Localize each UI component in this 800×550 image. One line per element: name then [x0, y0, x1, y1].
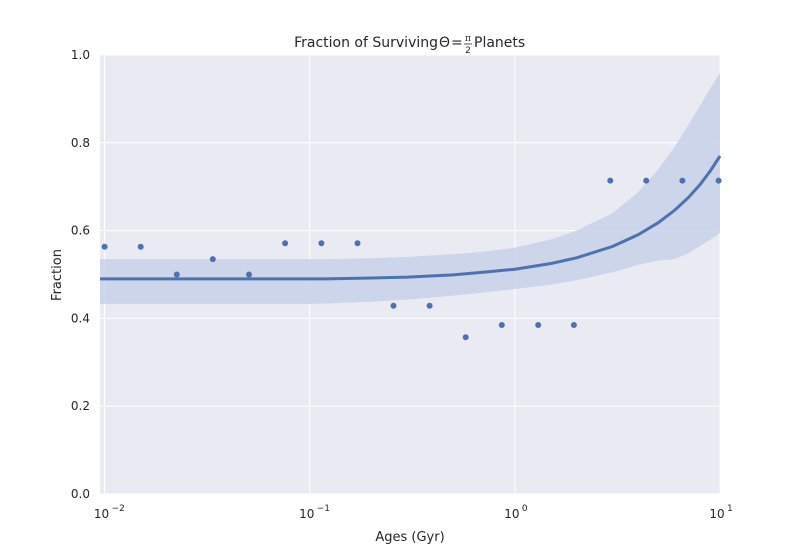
y-tick-label: 0.2: [71, 399, 90, 413]
x-tick-label: 10 1: [709, 504, 732, 521]
data-point: [679, 177, 686, 184]
x-tick-exponent: −2: [112, 504, 125, 514]
y-tick-labels: 0.0 0.2 0.4 0.6 0.8 1.0: [71, 48, 90, 501]
data-point: [426, 302, 433, 309]
x-axis-label: Ages (Gyr): [375, 530, 444, 545]
fit-line-group: [100, 155, 722, 281]
x-tick-exponent: 1: [727, 504, 733, 514]
x-tick-label: 10 0: [504, 504, 528, 521]
chart-title-suffix: Planets: [474, 35, 525, 51]
x-tick-base: 10: [709, 507, 724, 521]
data-point: [570, 322, 577, 328]
data-point: [246, 271, 252, 278]
x-tick-exponent: 0: [522, 504, 528, 514]
chart-title-fraction-numerator: π: [465, 34, 471, 44]
grid: [100, 54, 721, 495]
data-point: [209, 256, 216, 263]
data-point: [318, 240, 325, 247]
chart-title-prefix: Fraction of Surviving: [294, 35, 438, 51]
y-tick-label: 1.0: [71, 48, 90, 62]
data-point: [498, 322, 505, 328]
data-point: [354, 240, 361, 247]
data-point: [137, 243, 144, 250]
data-point: [607, 177, 614, 184]
data-point: [715, 177, 722, 184]
chart-title: Fraction of Surviving Θ = π 2 Planets: [294, 34, 525, 56]
y-axis-label: Fraction: [50, 249, 65, 301]
x-tick-exponent: −1: [317, 504, 330, 514]
fit-line: [100, 155, 722, 281]
data-point: [390, 302, 397, 309]
data-point: [535, 322, 542, 328]
y-tick-label: 0.0: [71, 487, 90, 501]
x-tick-labels: 10 −2 10 −1 10 0 10 1: [94, 504, 733, 521]
y-tick-label: 0.8: [71, 136, 90, 150]
data-point: [101, 243, 108, 250]
chart-title-fraction-denominator: 2: [465, 46, 471, 56]
x-tick-label: 10 −1: [299, 504, 330, 521]
x-tick-base: 10: [504, 507, 519, 521]
x-tick-label: 10 −2: [94, 504, 125, 521]
data-point: [643, 177, 650, 184]
y-tick-label: 0.4: [71, 311, 90, 325]
chart-title-theta: Θ: [439, 35, 450, 51]
data-point: [282, 240, 289, 247]
x-tick-base: 10: [94, 507, 109, 521]
y-tick-label: 0.6: [71, 224, 90, 238]
chart-title-equals: =: [451, 35, 463, 51]
confidence-band: [100, 72, 720, 304]
data-point: [462, 334, 469, 341]
data-point: [173, 271, 180, 278]
points-group: [101, 177, 722, 341]
confidence-band-group: [100, 72, 720, 304]
x-tick-base: 10: [299, 507, 314, 521]
